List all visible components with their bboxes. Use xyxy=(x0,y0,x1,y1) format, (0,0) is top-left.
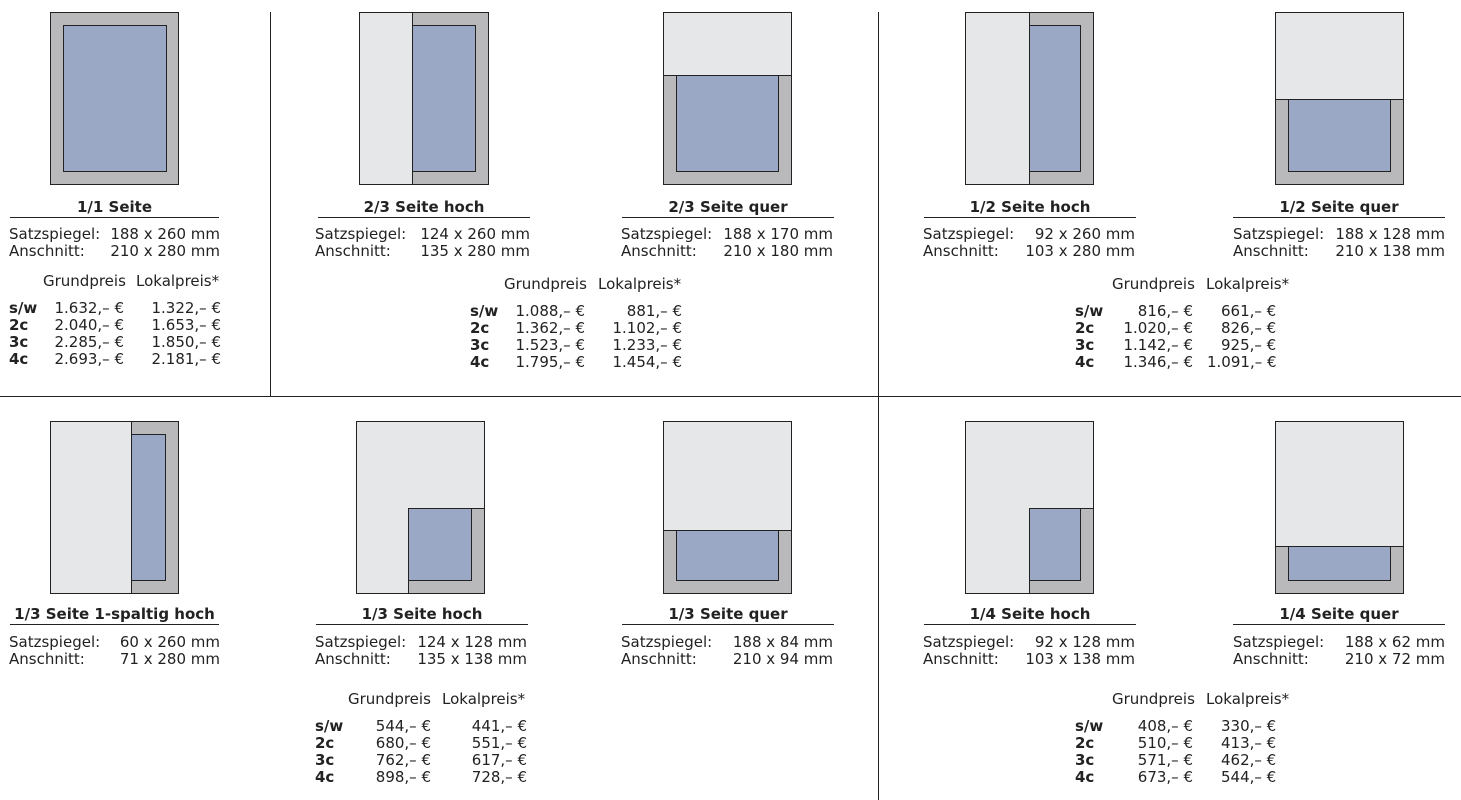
anschnitt-value: 210 x 72 mm xyxy=(1344,650,1445,668)
anschnitt-label: Anschnitt: xyxy=(621,650,697,668)
price-row: 3c 571,– €462,– € xyxy=(1075,751,1277,769)
price-table: Grundpreis Lokalpreis* s/w 1.632,– €1.322,… xyxy=(9,273,221,368)
lokalpreis-header: Lokalpreis* xyxy=(136,272,220,290)
anschnitt-value: 210 x 280 mm xyxy=(110,242,220,260)
type-area xyxy=(131,434,166,581)
satzspiegel-label: Satzspiegel: xyxy=(315,633,407,651)
satzspiegel-label: Satzspiegel: xyxy=(9,633,101,651)
satzspiegel-label: Satzspiegel: xyxy=(1233,225,1325,243)
price-row: 3c 2.285,– €1.850,– € xyxy=(9,333,221,351)
price-row: 4c 1.346,– €1.091,– € xyxy=(1075,353,1277,371)
divider-vertical-left xyxy=(270,12,271,396)
satzspiegel-label: Satzspiegel: xyxy=(9,225,101,243)
satzspiegel-value: 188 x 62 mm xyxy=(1344,633,1445,651)
price-row: s/w 544,– €441,– € xyxy=(315,717,527,735)
anschnitt-label: Anschnitt: xyxy=(621,242,697,260)
format-title: 1/1 Seite xyxy=(10,198,219,218)
anschnitt-label: Anschnitt: xyxy=(315,650,391,668)
price-row: 3c 762,– €617,– € xyxy=(315,751,527,769)
type-area xyxy=(1288,546,1391,581)
price-row: 3c 1.142,– €925,– € xyxy=(1075,336,1277,354)
anschnitt-value: 210 x 138 mm xyxy=(1335,242,1445,260)
price-row: 4c 898,– €728,– € xyxy=(315,768,527,786)
anschnitt-value: 103 x 138 mm xyxy=(1025,650,1135,668)
satzspiegel-label: Satzspiegel: xyxy=(1233,633,1325,651)
anschnitt-label: Anschnitt: xyxy=(9,242,85,260)
anschnitt-value: 135 x 280 mm xyxy=(420,242,530,260)
lokalpreis-header: Lokalpreis* xyxy=(598,275,682,293)
anschnitt-value: 210 x 94 mm xyxy=(732,650,833,668)
satzspiegel-value: 188 x 170 mm xyxy=(723,225,833,243)
type-area xyxy=(1288,99,1391,172)
price-row: 2c 680,– €551,– € xyxy=(315,734,527,752)
format-title: 1/2 Seite quer xyxy=(1233,198,1445,218)
price-row: 2c 2.040,– €1.653,– € xyxy=(9,316,221,334)
anschnitt-label: Anschnitt: xyxy=(1233,242,1309,260)
price-row: 2c 1.362,– €1.102,– € xyxy=(470,319,682,337)
type-area xyxy=(676,75,779,172)
grundpreis-header: Grundpreis xyxy=(1112,690,1195,708)
price-row: s/w 816,– €661,– € xyxy=(1075,302,1277,320)
type-area xyxy=(1029,25,1081,172)
type-area xyxy=(408,508,472,581)
price-row: 4c 673,– €544,– € xyxy=(1075,768,1277,786)
price-table-1-3: Grundpreis Lokalpreis* s/w 544,– €441,– € … xyxy=(315,691,530,786)
grundpreis-header: Grundpreis xyxy=(504,275,587,293)
divider-horizontal xyxy=(0,396,1461,397)
satzspiegel-value: 188 x 84 mm xyxy=(732,633,833,651)
type-area xyxy=(676,530,779,581)
format-title: 1/3 Seite hoch xyxy=(316,605,528,625)
grundpreis-header: Grundpreis xyxy=(1112,275,1195,293)
satzspiegel-label: Satzspiegel: xyxy=(315,225,407,243)
anschnitt-value: 71 x 280 mm xyxy=(119,650,220,668)
price-row: s/w 1.632,– €1.322,– € xyxy=(9,299,221,317)
price-row: s/w 408,– €330,– € xyxy=(1075,717,1277,735)
format-title: 2/3 Seite quer xyxy=(622,198,834,218)
price-row: 2c 510,– €413,– € xyxy=(1075,734,1277,752)
anschnitt-label: Anschnitt: xyxy=(923,242,999,260)
price-table-1-4: Grundpreis Lokalpreis* s/w 408,– €330,– € … xyxy=(1075,691,1300,786)
grundpreis-header: Grundpreis xyxy=(43,272,126,290)
anschnitt-label: Anschnitt: xyxy=(1233,650,1309,668)
format-title: 1/3 Seite 1-spaltig hoch xyxy=(10,605,219,625)
satzspiegel-value: 188 x 260 mm xyxy=(110,225,220,243)
satzspiegel-label: Satzspiegel: xyxy=(923,633,1015,651)
format-title: 1/2 Seite hoch xyxy=(924,198,1136,218)
lokalpreis-header: Lokalpreis* xyxy=(1206,690,1290,708)
price-row: 4c 2.693,– €2.181,– € xyxy=(9,350,221,368)
satzspiegel-value: 92 x 128 mm xyxy=(1034,633,1135,651)
anschnitt-label: Anschnitt: xyxy=(9,650,85,668)
format-title: 1/4 Seite hoch xyxy=(924,605,1136,625)
type-area xyxy=(1029,508,1081,581)
type-area xyxy=(63,25,167,172)
format-title: 2/3 Seite hoch xyxy=(318,198,530,218)
satzspiegel-label: Satzspiegel: xyxy=(621,225,713,243)
satzspiegel-value: 60 x 260 mm xyxy=(119,633,220,651)
anschnitt-value: 210 x 180 mm xyxy=(723,242,833,260)
lokalpreis-header: Lokalpreis* xyxy=(442,690,526,708)
price-row: 2c 1.020,– €826,– € xyxy=(1075,319,1277,337)
satzspiegel-label: Satzspiegel: xyxy=(621,633,713,651)
anschnitt-value: 103 x 280 mm xyxy=(1025,242,1135,260)
anschnitt-label: Anschnitt: xyxy=(923,650,999,668)
price-row: s/w 1.088,– €881,– € xyxy=(470,302,682,320)
satzspiegel-value: 92 x 260 mm xyxy=(1034,225,1135,243)
price-row: 3c 1.523,– €1.233,– € xyxy=(470,336,682,354)
format-title: 1/4 Seite quer xyxy=(1233,605,1445,625)
divider-vertical-middle xyxy=(878,12,879,800)
lokalpreis-header: Lokalpreis* xyxy=(1206,275,1290,293)
satzspiegel-value: 188 x 128 mm xyxy=(1335,225,1445,243)
satzspiegel-value: 124 x 260 mm xyxy=(420,225,530,243)
price-row: 4c 1.795,– €1.454,– € xyxy=(470,353,682,371)
anschnitt-value: 135 x 138 mm xyxy=(417,650,527,668)
anschnitt-label: Anschnitt: xyxy=(315,242,391,260)
satzspiegel-label: Satzspiegel: xyxy=(923,225,1015,243)
satzspiegel-value: 124 x 128 mm xyxy=(417,633,527,651)
grundpreis-header: Grundpreis xyxy=(348,690,431,708)
price-table-1-2: Grundpreis Lokalpreis* s/w 816,– €661,– € … xyxy=(1075,276,1300,371)
price-table-2-3: Grundpreis Lokalpreis* s/w 1.088,– €881,– … xyxy=(470,276,695,371)
type-area xyxy=(412,25,476,172)
format-title: 1/3 Seite quer xyxy=(622,605,834,625)
